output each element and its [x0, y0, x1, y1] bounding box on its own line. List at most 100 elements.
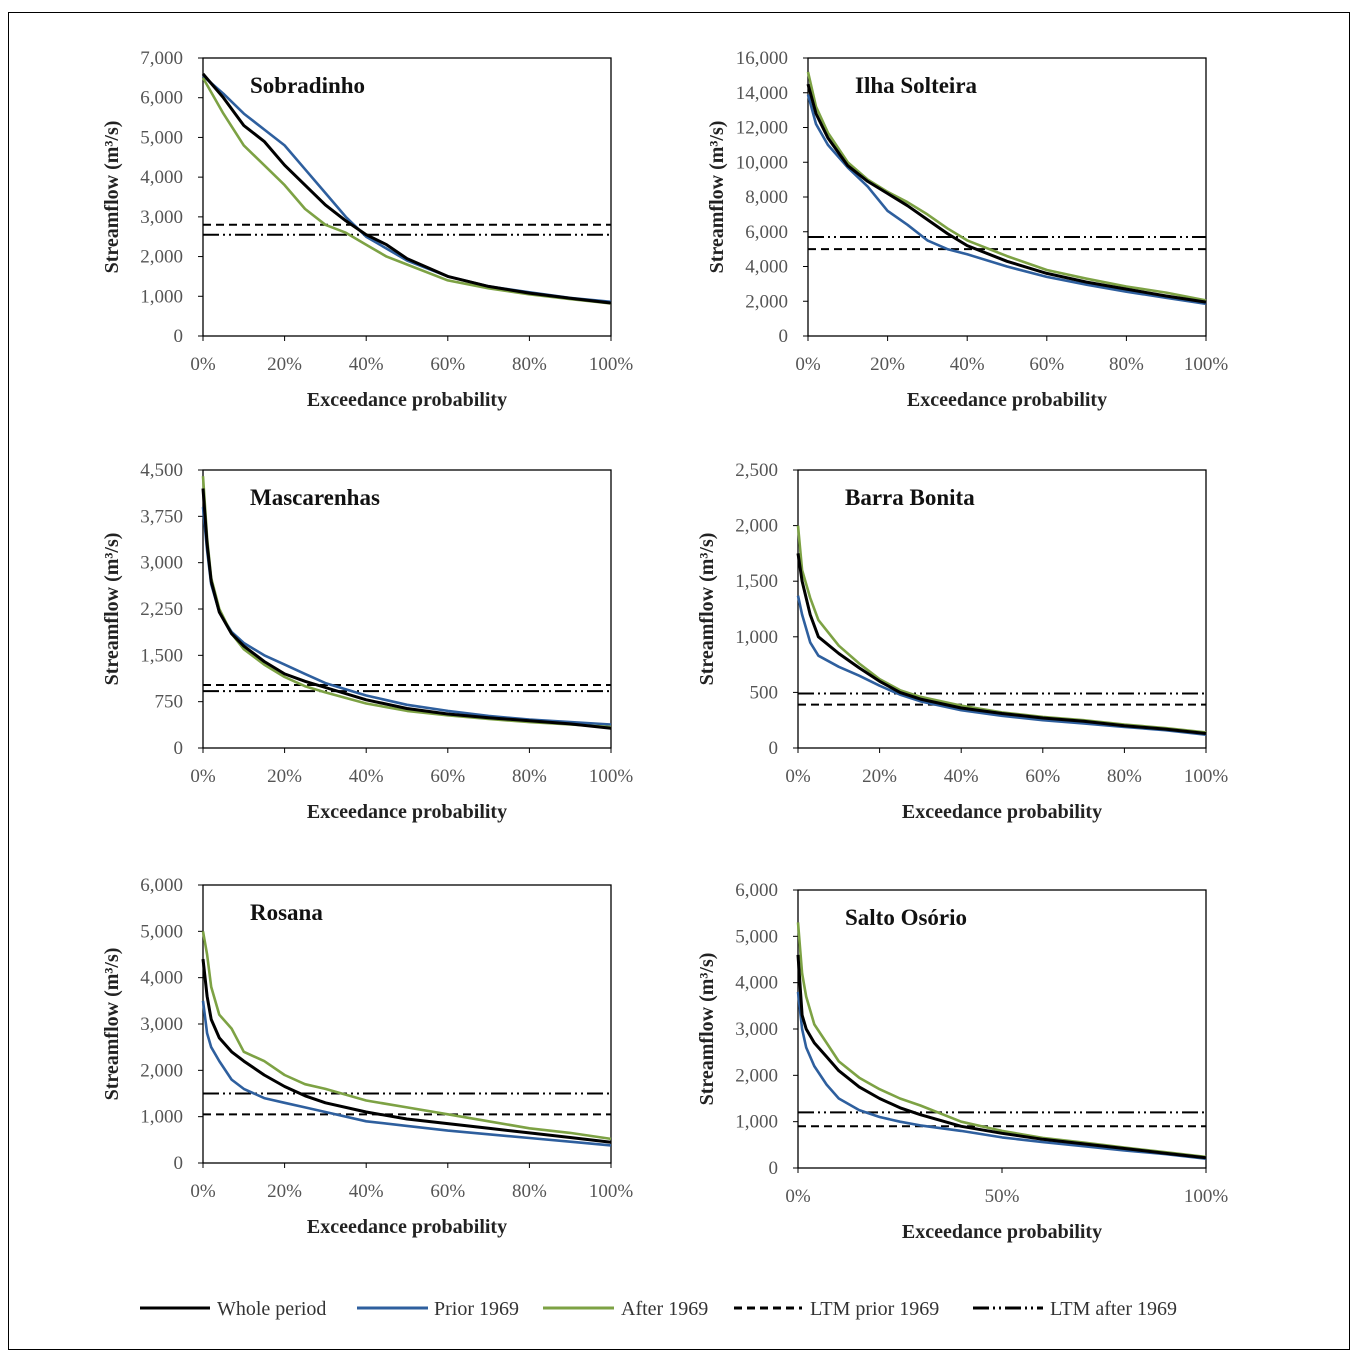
y-tick-label: 8,000 [745, 187, 788, 208]
y-tick-label: 5,000 [735, 926, 778, 947]
y-axis-label: Streamflow (m³/s) [101, 948, 123, 1101]
y-tick-label: 2,000 [140, 247, 183, 268]
y-tick-label: 1,000 [140, 286, 183, 307]
chart-panel-2: 0 750 1,500 2,250 3,000 3,750 4,500 0% 20% 40% 60%… [101, 460, 633, 823]
y-tick-label: 2,000 [735, 516, 778, 537]
x-tick-label: 80% [1107, 766, 1142, 787]
y-tick-label: 14,000 [736, 83, 788, 104]
y-axis-label: Streamflow (m³/s) [101, 533, 123, 686]
y-tick-label: 4,000 [745, 257, 788, 278]
y-tick-label: 12,000 [736, 118, 788, 139]
x-tick-label: 20% [267, 766, 302, 787]
legend-label: Whole period [217, 1298, 326, 1320]
x-tick-label: 60% [430, 766, 465, 787]
x-tick-label: 40% [944, 766, 979, 787]
x-tick-label: 100% [1184, 354, 1229, 375]
y-tick-label: 0 [174, 326, 184, 347]
y-tick-label: 1,000 [735, 1112, 778, 1133]
x-tick-label: 60% [1029, 354, 1064, 375]
x-tick-label: 80% [512, 1181, 547, 1202]
y-axis-label: Streamflow (m³/s) [706, 121, 728, 274]
figure-frame [8, 12, 1350, 1350]
plot-area [797, 889, 1207, 1169]
y-tick-label: 0 [779, 326, 789, 347]
y-tick-label: 4,500 [140, 460, 183, 481]
series-line-prior-1969 [806, 94, 1207, 306]
x-tick-label: 20% [267, 354, 302, 375]
y-tick-label: 3,000 [140, 207, 183, 228]
y-tick-label: 3,750 [140, 506, 183, 527]
series-line-prior-1969 [796, 991, 1207, 1160]
legend-label: Prior 1969 [434, 1298, 519, 1320]
y-tick-label: 0 [174, 1153, 184, 1174]
plot-area [202, 469, 612, 749]
x-tick-label: 60% [430, 354, 465, 375]
y-tick-label: 0 [769, 738, 779, 759]
y-tick-label: 3,000 [735, 1019, 778, 1040]
y-tick-label: 5,000 [140, 127, 183, 148]
series-line-prior-1969 [201, 1000, 612, 1147]
y-tick-label: 500 [750, 682, 779, 703]
chart-panel-3: 0 500 1,000 1,500 2,000 2,500 0% 20% 40% 60% 80% 10… [696, 460, 1228, 823]
y-tick-label: 4,000 [140, 167, 183, 188]
series-line-prior-1969 [796, 595, 1207, 736]
chart-panel-5: 0 1,000 2,000 3,000 4,000 5,000 6,000 0% 50% 100%… [696, 880, 1228, 1243]
series-line-after-1969 [201, 931, 612, 1141]
x-axis-label: Exceedance probability [307, 1216, 507, 1238]
plot-area [797, 469, 1207, 749]
x-tick-label: 40% [349, 1181, 384, 1202]
x-tick-label: 100% [589, 354, 634, 375]
chart-title: Barra Bonita [845, 485, 975, 510]
x-tick-label: 80% [512, 354, 547, 375]
x-tick-label: 20% [862, 766, 897, 787]
x-axis-label: Exceedance probability [907, 389, 1107, 411]
y-axis-label: Streamflow (m³/s) [101, 121, 123, 274]
x-tick-label: 0% [190, 354, 216, 375]
y-tick-label: 0 [174, 738, 184, 759]
x-axis-label: Exceedance probability [307, 801, 507, 823]
y-tick-label: 7,000 [140, 48, 183, 69]
x-tick-label: 80% [512, 766, 547, 787]
chart-panel-4: 0 1,000 2,000 3,000 4,000 5,000 6,000 0% 20% 40% 6… [101, 875, 633, 1238]
series-line-after-1969 [796, 922, 1207, 1159]
x-tick-label: 80% [1109, 354, 1144, 375]
y-tick-label: 10,000 [736, 152, 788, 173]
y-tick-label: 1,500 [140, 645, 183, 666]
x-tick-label: 100% [1184, 766, 1229, 787]
y-tick-label: 6,000 [140, 875, 183, 896]
y-tick-label: 5,000 [140, 921, 183, 942]
y-tick-label: 4,000 [735, 973, 778, 994]
y-tick-label: 16,000 [736, 48, 788, 69]
x-tick-label: 0% [190, 1181, 216, 1202]
chart-title: Sobradinho [250, 73, 365, 98]
chart-title: Ilha Solteira [855, 73, 978, 98]
chart-panel-0: 0 1,000 2,000 3,000 4,000 5,000 6,000 7,000 0% 20… [101, 48, 633, 411]
y-tick-label: 3,000 [140, 553, 183, 574]
y-tick-label: 0 [769, 1158, 779, 1179]
plot-area [202, 57, 612, 337]
x-tick-label: 0% [795, 354, 821, 375]
y-tick-label: 750 [155, 692, 184, 713]
y-tick-label: 3,000 [140, 1014, 183, 1035]
legend-label: LTM prior 1969 [810, 1298, 939, 1320]
chart-title: Mascarenhas [250, 485, 380, 510]
legend: Whole period Prior 1969 After 1969 LTM prio… [140, 1298, 1177, 1320]
series-line-whole-period [796, 553, 1207, 735]
x-tick-label: 60% [430, 1181, 465, 1202]
plot-area [202, 884, 612, 1164]
y-tick-label: 2,000 [745, 291, 788, 312]
y-tick-label: 1,000 [140, 1107, 183, 1128]
y-tick-label: 1,500 [735, 571, 778, 592]
x-tick-label: 100% [589, 766, 634, 787]
y-tick-label: 2,250 [140, 599, 183, 620]
x-tick-label: 20% [870, 354, 905, 375]
x-tick-label: 40% [349, 766, 384, 787]
series-line-prior-1969 [202, 74, 612, 304]
y-tick-label: 6,000 [745, 222, 788, 243]
y-tick-label: 1,000 [735, 627, 778, 648]
x-tick-label: 20% [267, 1181, 302, 1202]
x-axis-label: Exceedance probability [902, 801, 1102, 823]
x-axis-label: Exceedance probability [902, 1221, 1102, 1243]
series-line-after-1969 [201, 77, 612, 305]
